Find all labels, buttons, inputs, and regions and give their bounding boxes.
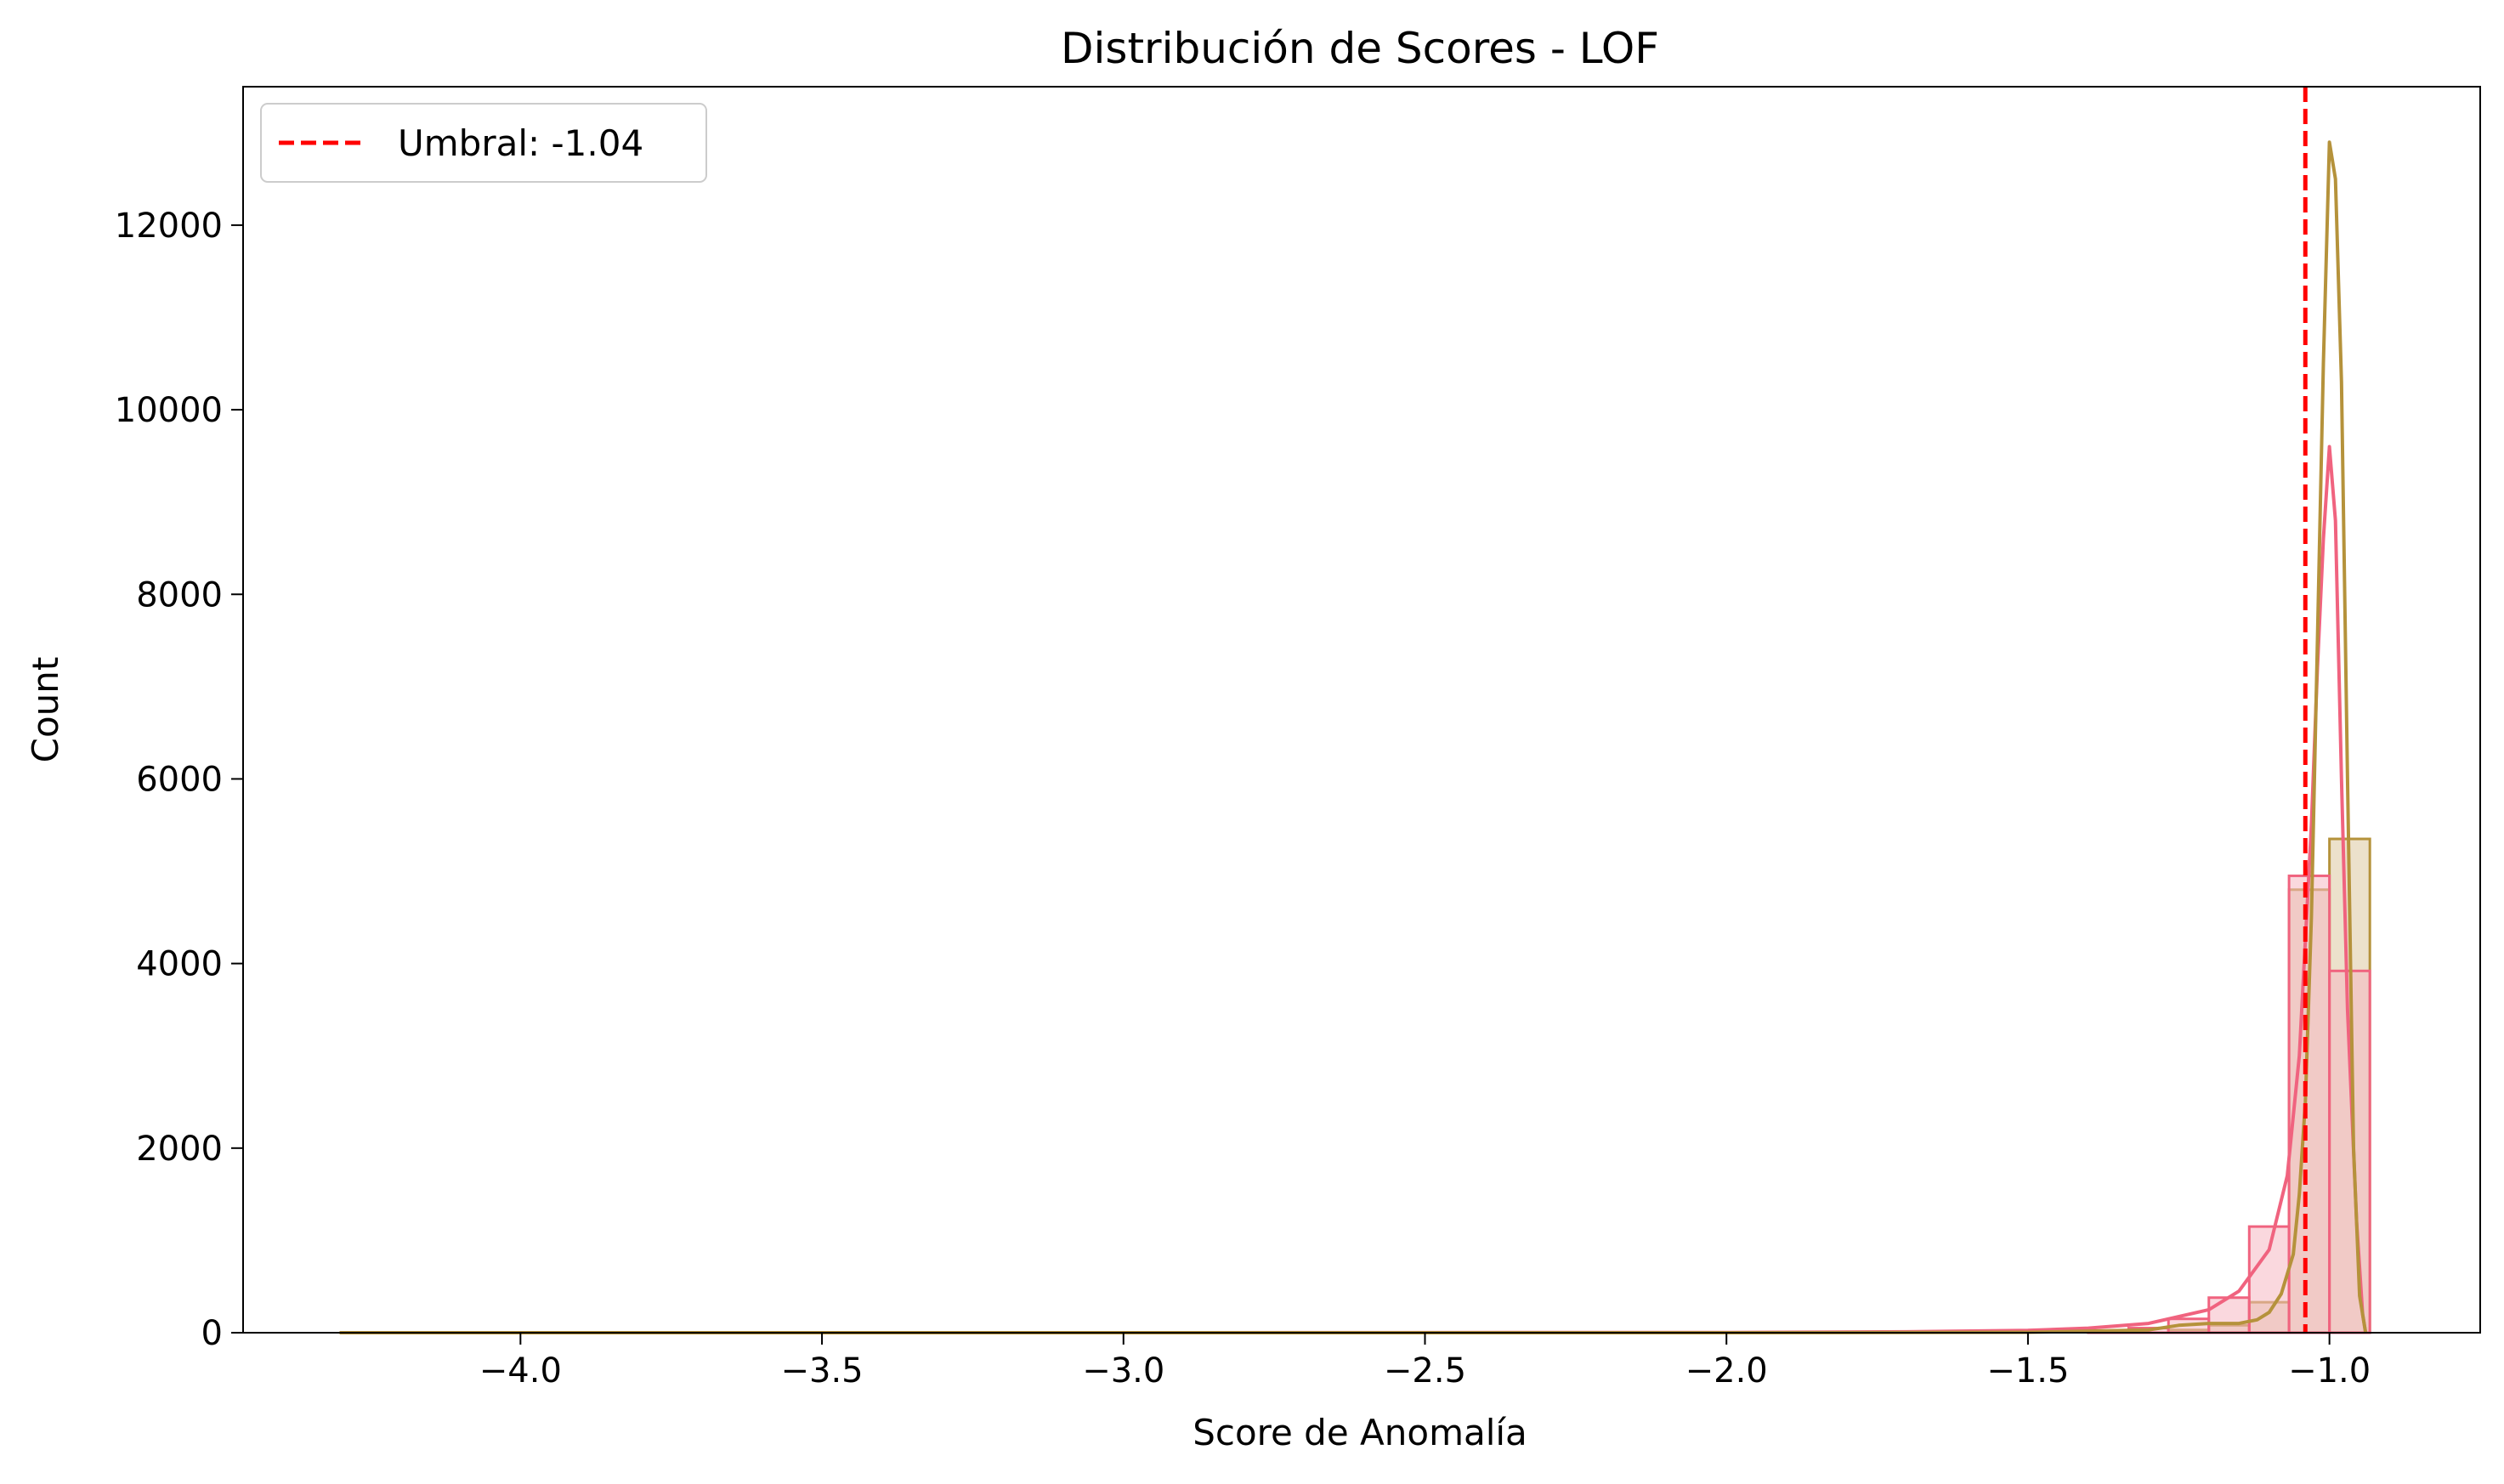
y-tick-label-4: 8000 bbox=[136, 575, 223, 615]
y-tick-label-5: 10000 bbox=[115, 391, 223, 430]
chart-title: Distribución de Scores - LOF bbox=[1061, 24, 1659, 73]
y-tick-label-2: 4000 bbox=[136, 945, 223, 984]
plot-layer bbox=[339, 87, 2371, 1334]
y-tick-label-1: 2000 bbox=[136, 1130, 223, 1169]
y-axis-label: Count bbox=[25, 657, 66, 763]
legend-label: Umbral: -1.04 bbox=[398, 122, 643, 164]
hist-bar-pink-3 bbox=[2207, 1296, 2251, 1334]
y-tick-label-0: 0 bbox=[201, 1314, 223, 1353]
x-tick-label-4: −2.0 bbox=[1685, 1351, 1768, 1391]
hist-bar-pink-4 bbox=[2247, 1225, 2291, 1334]
y-tick-label-3: 6000 bbox=[136, 760, 223, 799]
legend: Umbral: -1.04 bbox=[260, 103, 707, 183]
x-tick-label-2: −3.0 bbox=[1082, 1351, 1164, 1391]
kde-line-olive bbox=[339, 140, 2368, 1334]
x-tick-label-1: −3.5 bbox=[780, 1351, 863, 1391]
x-tick-label-5: −1.5 bbox=[1986, 1351, 2069, 1391]
x-axis-label: Score de Anomalía bbox=[1193, 1412, 1527, 1453]
ticks-layer: −4.0 −3.5 −3.0 −2.5 −2.0 −1.5 −1.0 0 2000 4000 600… bbox=[115, 207, 2371, 1391]
x-tick-label-6: −1.0 bbox=[2288, 1351, 2371, 1391]
axes-frame bbox=[242, 86, 2481, 1334]
legend-box bbox=[260, 103, 707, 183]
x-tick-label-3: −2.5 bbox=[1384, 1351, 1466, 1391]
x-tick-label-0: −4.0 bbox=[479, 1351, 562, 1391]
y-tick-label-6: 12000 bbox=[115, 207, 223, 246]
